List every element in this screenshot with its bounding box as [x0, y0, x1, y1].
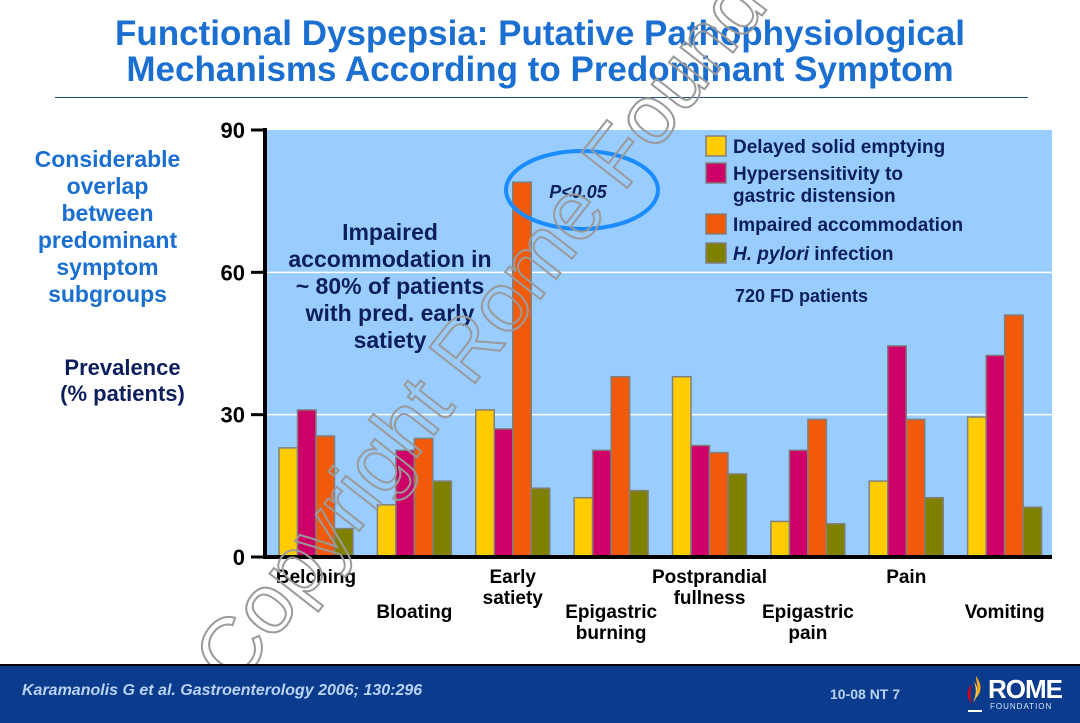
bar: [671, 375, 692, 558]
sample-size-label: 720 FD patients: [735, 286, 868, 306]
y-tick-label: 90: [221, 118, 245, 143]
citation: Karamanolis G et al. Gastroenterology 20…: [22, 682, 423, 699]
overlap-note-line: predominant: [37, 227, 178, 253]
x-tick-label: satiety: [483, 588, 544, 609]
logo-subtext: FOUNDATION: [990, 702, 1053, 711]
x-tick-label: pain: [788, 623, 827, 644]
bar: [924, 496, 944, 558]
bar: [530, 487, 551, 558]
bar: [770, 520, 791, 558]
overlap-note-line: subgroups: [48, 281, 167, 307]
rome-foundation-logo: ROME FOUNDATION: [962, 674, 1072, 716]
slide-title: Functional Dyspepsia: Putative Pathophys…: [0, 16, 1080, 88]
bar: [985, 354, 1006, 558]
y-tick-label: 30: [221, 403, 245, 428]
legend-swatch: [705, 162, 727, 184]
x-tick-label: Bloating: [376, 602, 452, 623]
callout-text: with pred. early: [305, 300, 475, 326]
bar: [868, 480, 889, 558]
legend-swatch: [705, 135, 727, 157]
y-tick-label: 60: [221, 260, 245, 285]
slide-code: 10-08 NT 7: [830, 686, 901, 702]
bar: [628, 489, 649, 558]
title-line-1: Functional Dyspepsia: Putative Pathophys…: [115, 14, 965, 53]
y-axis-label-line: (% patients): [60, 381, 185, 406]
bar: [905, 418, 926, 558]
bar: [493, 428, 514, 558]
bar: [966, 416, 987, 558]
callout-text: ~ 80% of patients: [296, 273, 485, 299]
legend-label: Delayed solid emptying: [733, 137, 945, 158]
bar: [690, 444, 711, 558]
overlap-note-line: symptom: [56, 254, 159, 280]
x-tick-label: fullness: [674, 588, 746, 609]
callout-text: Impaired: [342, 219, 438, 245]
logo-text: ROME: [988, 674, 1063, 704]
y-axis-label: Prevalence (% patients): [40, 355, 205, 407]
x-tick-label: Postprandial: [652, 567, 767, 588]
legend-label: H. pylori infection: [733, 244, 893, 265]
x-tick-label: Belching: [276, 567, 356, 588]
bar: [708, 451, 729, 558]
y-axis-label-line: Prevalence: [64, 355, 181, 380]
legend-swatch: [705, 242, 727, 264]
significance-ellipse: [504, 149, 660, 231]
bar: [432, 480, 453, 558]
x-tick-label: Early: [490, 567, 537, 588]
significance-label: P<0.05: [549, 182, 608, 202]
callout-text: satiety: [354, 327, 427, 353]
title-line-2: Mechanisms According to Predominant Symp…: [126, 50, 954, 89]
overlap-note-line: overlap: [66, 173, 149, 199]
bar: [573, 496, 594, 558]
overlap-note: Considerable overlap between predominant…: [10, 146, 205, 308]
x-tick-label: Epigastric: [565, 602, 657, 623]
legend-label: Hypersensitivity to: [733, 164, 903, 185]
x-tick-label: Pain: [886, 567, 926, 588]
bar: [825, 523, 846, 558]
x-tick-label: Vomiting: [965, 602, 1045, 623]
legend-label: gastric distension: [733, 186, 896, 207]
bar: [610, 375, 631, 558]
bar: [1022, 506, 1043, 558]
legend-label: Impaired accommodation: [733, 215, 963, 236]
bar: [807, 418, 828, 558]
overlap-note-line: between: [61, 200, 154, 226]
x-tick-label: burning: [576, 623, 647, 644]
x-tick-label: Epigastric: [762, 602, 854, 623]
bar-chart: 0306090BelchingBloatingEarlysatietyEpiga…: [174, 0, 1052, 664]
title-divider: [55, 97, 1028, 98]
bar: [788, 449, 809, 558]
bar: [591, 449, 612, 558]
flame-icon: [967, 676, 982, 712]
bar: [1003, 314, 1024, 558]
legend-swatch: [705, 213, 727, 235]
callout-text: accommodation in: [288, 246, 491, 272]
bar: [887, 345, 907, 558]
y-tick-label: 0: [233, 545, 245, 570]
overlap-note-line: Considerable: [34, 146, 181, 172]
bar: [727, 473, 748, 558]
bar: [475, 409, 495, 558]
footer-bar: Karamanolis G et al. Gastroenterology 20…: [0, 664, 1080, 723]
